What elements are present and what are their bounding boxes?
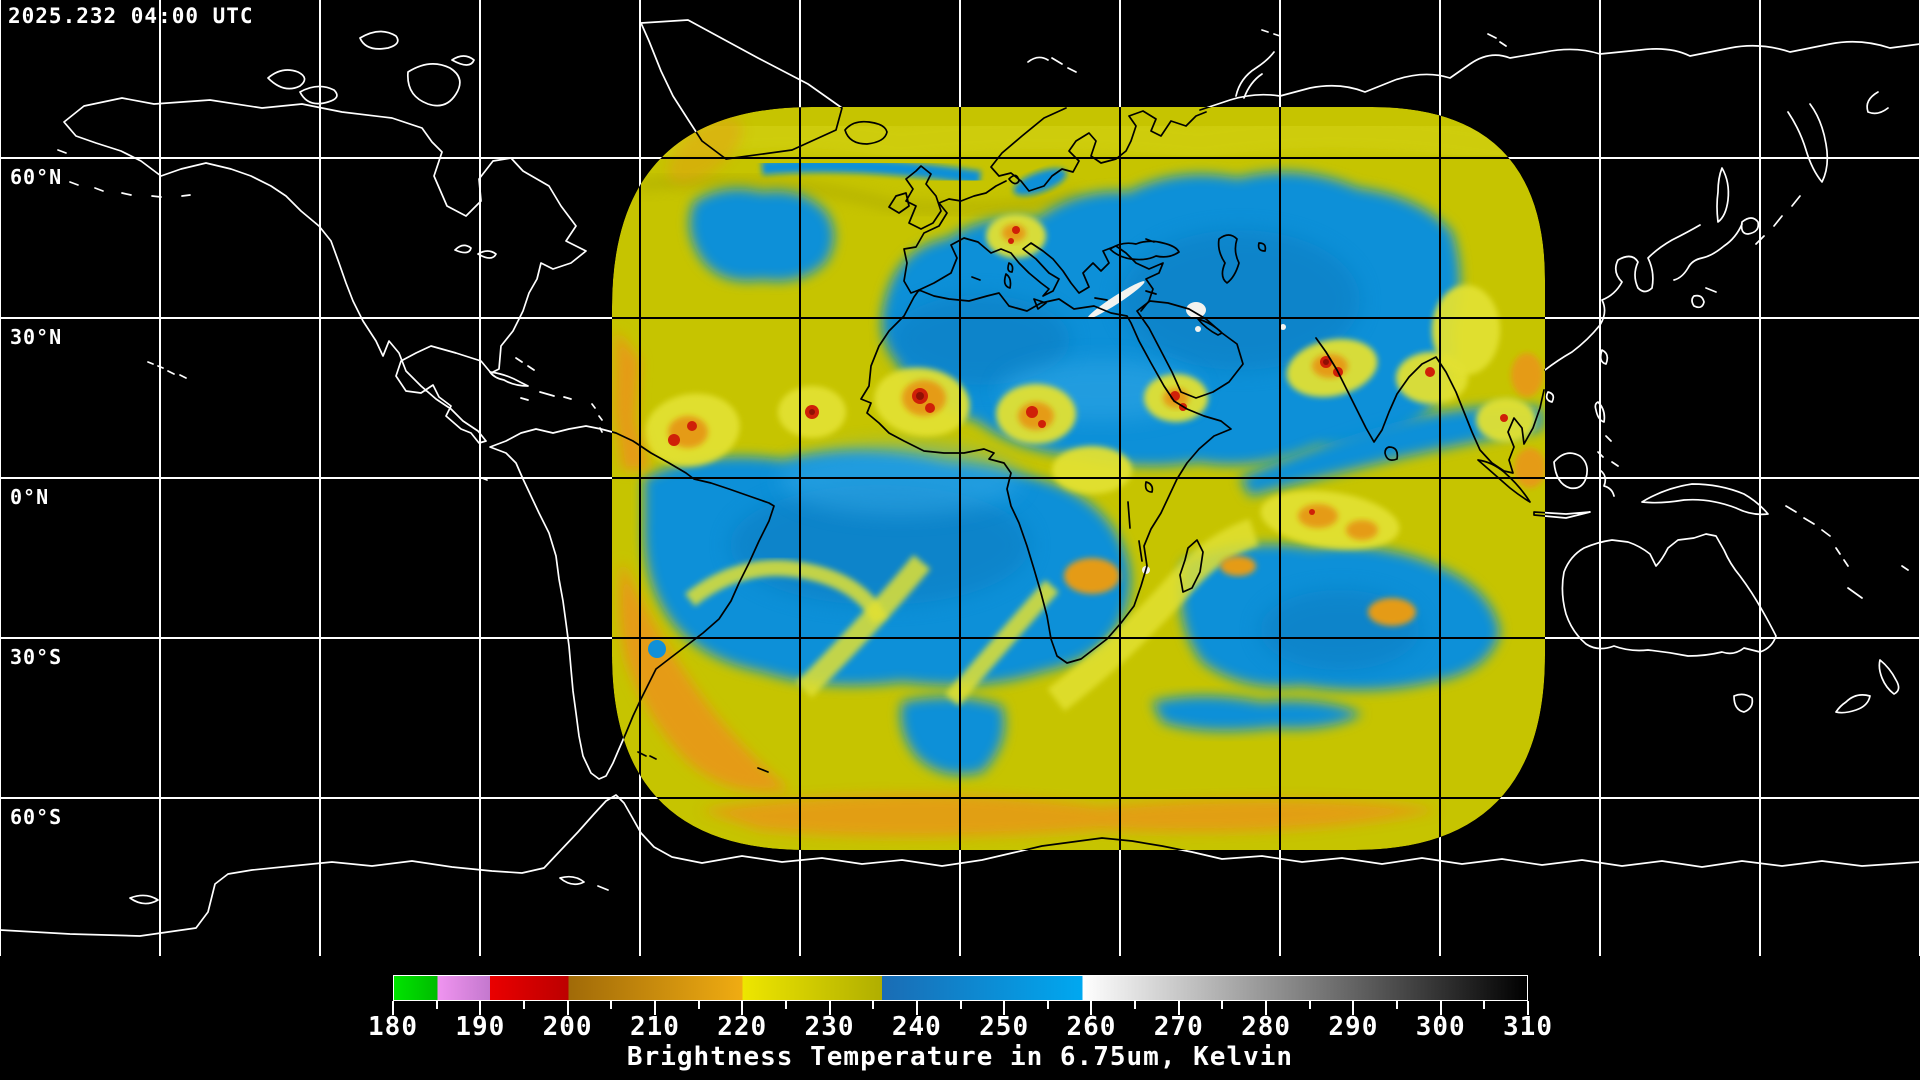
colorbar-tick-280	[1265, 1001, 1268, 1015]
colorbar-tick-300	[1439, 1001, 1442, 1015]
colorbar-label-210: 210	[629, 1012, 680, 1042]
lat-label-0°N: 0°N	[10, 485, 50, 509]
colorbar-tick-305	[1483, 1001, 1486, 1009]
colorbar-tick-310	[1527, 1001, 1529, 1015]
colorbar-label-300: 300	[1415, 1012, 1466, 1042]
colorbar-tick-230	[828, 1001, 831, 1015]
colorbar-tick-240	[915, 1001, 918, 1015]
colorbar-label-240: 240	[891, 1012, 942, 1042]
colorbar-tick-275	[1221, 1001, 1224, 1009]
colorbar-label-230: 230	[804, 1012, 855, 1042]
colorbar-label-200: 200	[542, 1012, 593, 1042]
graticule-inside	[0, 0, 1920, 956]
colorbar-tick-215	[697, 1001, 700, 1009]
colorbar-tick-245	[959, 1001, 962, 1009]
lat-label-30°N: 30°N	[10, 325, 63, 349]
lat-label-30°S: 30°S	[10, 645, 63, 669]
colorbar-label-260: 260	[1066, 1012, 1117, 1042]
colorbar-tick-200	[566, 1001, 569, 1015]
colorbar-tick-255	[1046, 1001, 1049, 1009]
lat-label-60°N: 60°N	[10, 165, 63, 189]
colorbar-tick-210	[653, 1001, 656, 1015]
colorbar-tick-220	[741, 1001, 744, 1015]
colorbar-tick-260	[1090, 1001, 1093, 1015]
colorbar-title: Brightness Temperature in 6.75um, Kelvin	[626, 1042, 1294, 1072]
lat-label-60°S: 60°S	[10, 805, 63, 829]
colorbar-tick-295	[1396, 1001, 1399, 1009]
timestamp: 2025.232 04:00 UTC	[8, 4, 254, 28]
colorbar-tick-190	[479, 1001, 482, 1015]
colorbar-tick-195	[522, 1001, 525, 1009]
colorbar-label-190: 190	[455, 1012, 506, 1042]
colorbar-label-290: 290	[1328, 1012, 1379, 1042]
colorbar-tick-205	[610, 1001, 613, 1009]
colorbar-tick-185	[435, 1001, 438, 1009]
colorbar-label-270: 270	[1153, 1012, 1204, 1042]
colorbar-label-220: 220	[717, 1012, 768, 1042]
colorbar	[393, 975, 1528, 1001]
colorbar-tick-235	[872, 1001, 875, 1009]
colorbar-tick-270	[1177, 1001, 1180, 1015]
colorbar-label-280: 280	[1241, 1012, 1292, 1042]
colorbar-label-310: 310	[1503, 1012, 1553, 1042]
colorbar-label-250: 250	[979, 1012, 1030, 1042]
colorbar-tick-180	[392, 1001, 394, 1015]
colorbar-tick-250	[1003, 1001, 1006, 1015]
colorbar-tick-290	[1352, 1001, 1355, 1015]
world-map	[0, 0, 1920, 956]
colorbar-tick-285	[1308, 1001, 1311, 1009]
colorbar-tick-225	[784, 1001, 787, 1009]
colorbar-label-180: 180	[368, 1012, 418, 1042]
colorbar-tick-265	[1134, 1001, 1137, 1009]
